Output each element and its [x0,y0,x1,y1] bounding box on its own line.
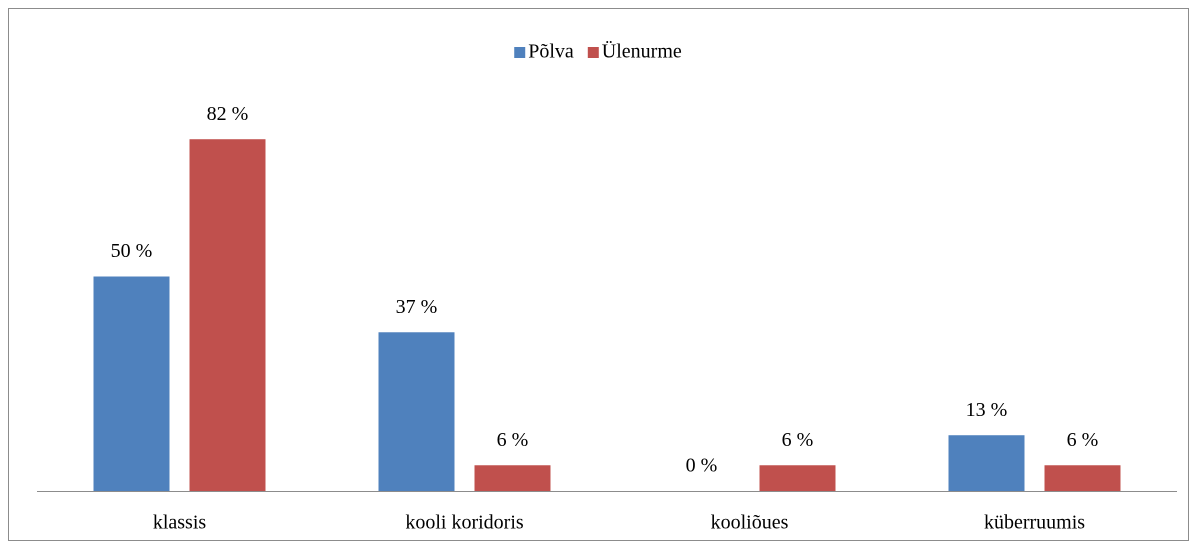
bar [189,139,266,491]
bar [93,276,170,491]
legend: Põlva Ülenurme [514,40,682,63]
x-tick-label: klassis [153,512,207,534]
data-label: 6 % [782,429,814,451]
data-label: 50 % [111,240,153,262]
legend-swatch [587,47,599,58]
bar [948,435,1025,491]
bar [474,465,551,491]
legend-label: Põlva [528,41,574,63]
x-tick-label: küberruumis [984,512,1085,534]
x-tick-label: kooliõues [711,512,789,534]
bar [759,465,836,491]
data-label: 37 % [396,296,438,318]
data-label: 82 % [207,103,249,125]
legend-swatch [514,47,526,58]
data-label: 6 % [1067,429,1099,451]
data-label: 0 % [686,455,718,477]
data-label: 13 % [966,399,1008,421]
legend-label: Ülenurme [602,40,682,63]
bar [378,332,455,491]
bar [1044,465,1121,491]
data-label: 6 % [497,429,529,451]
x-tick-label: kooli koridoris [405,512,524,534]
